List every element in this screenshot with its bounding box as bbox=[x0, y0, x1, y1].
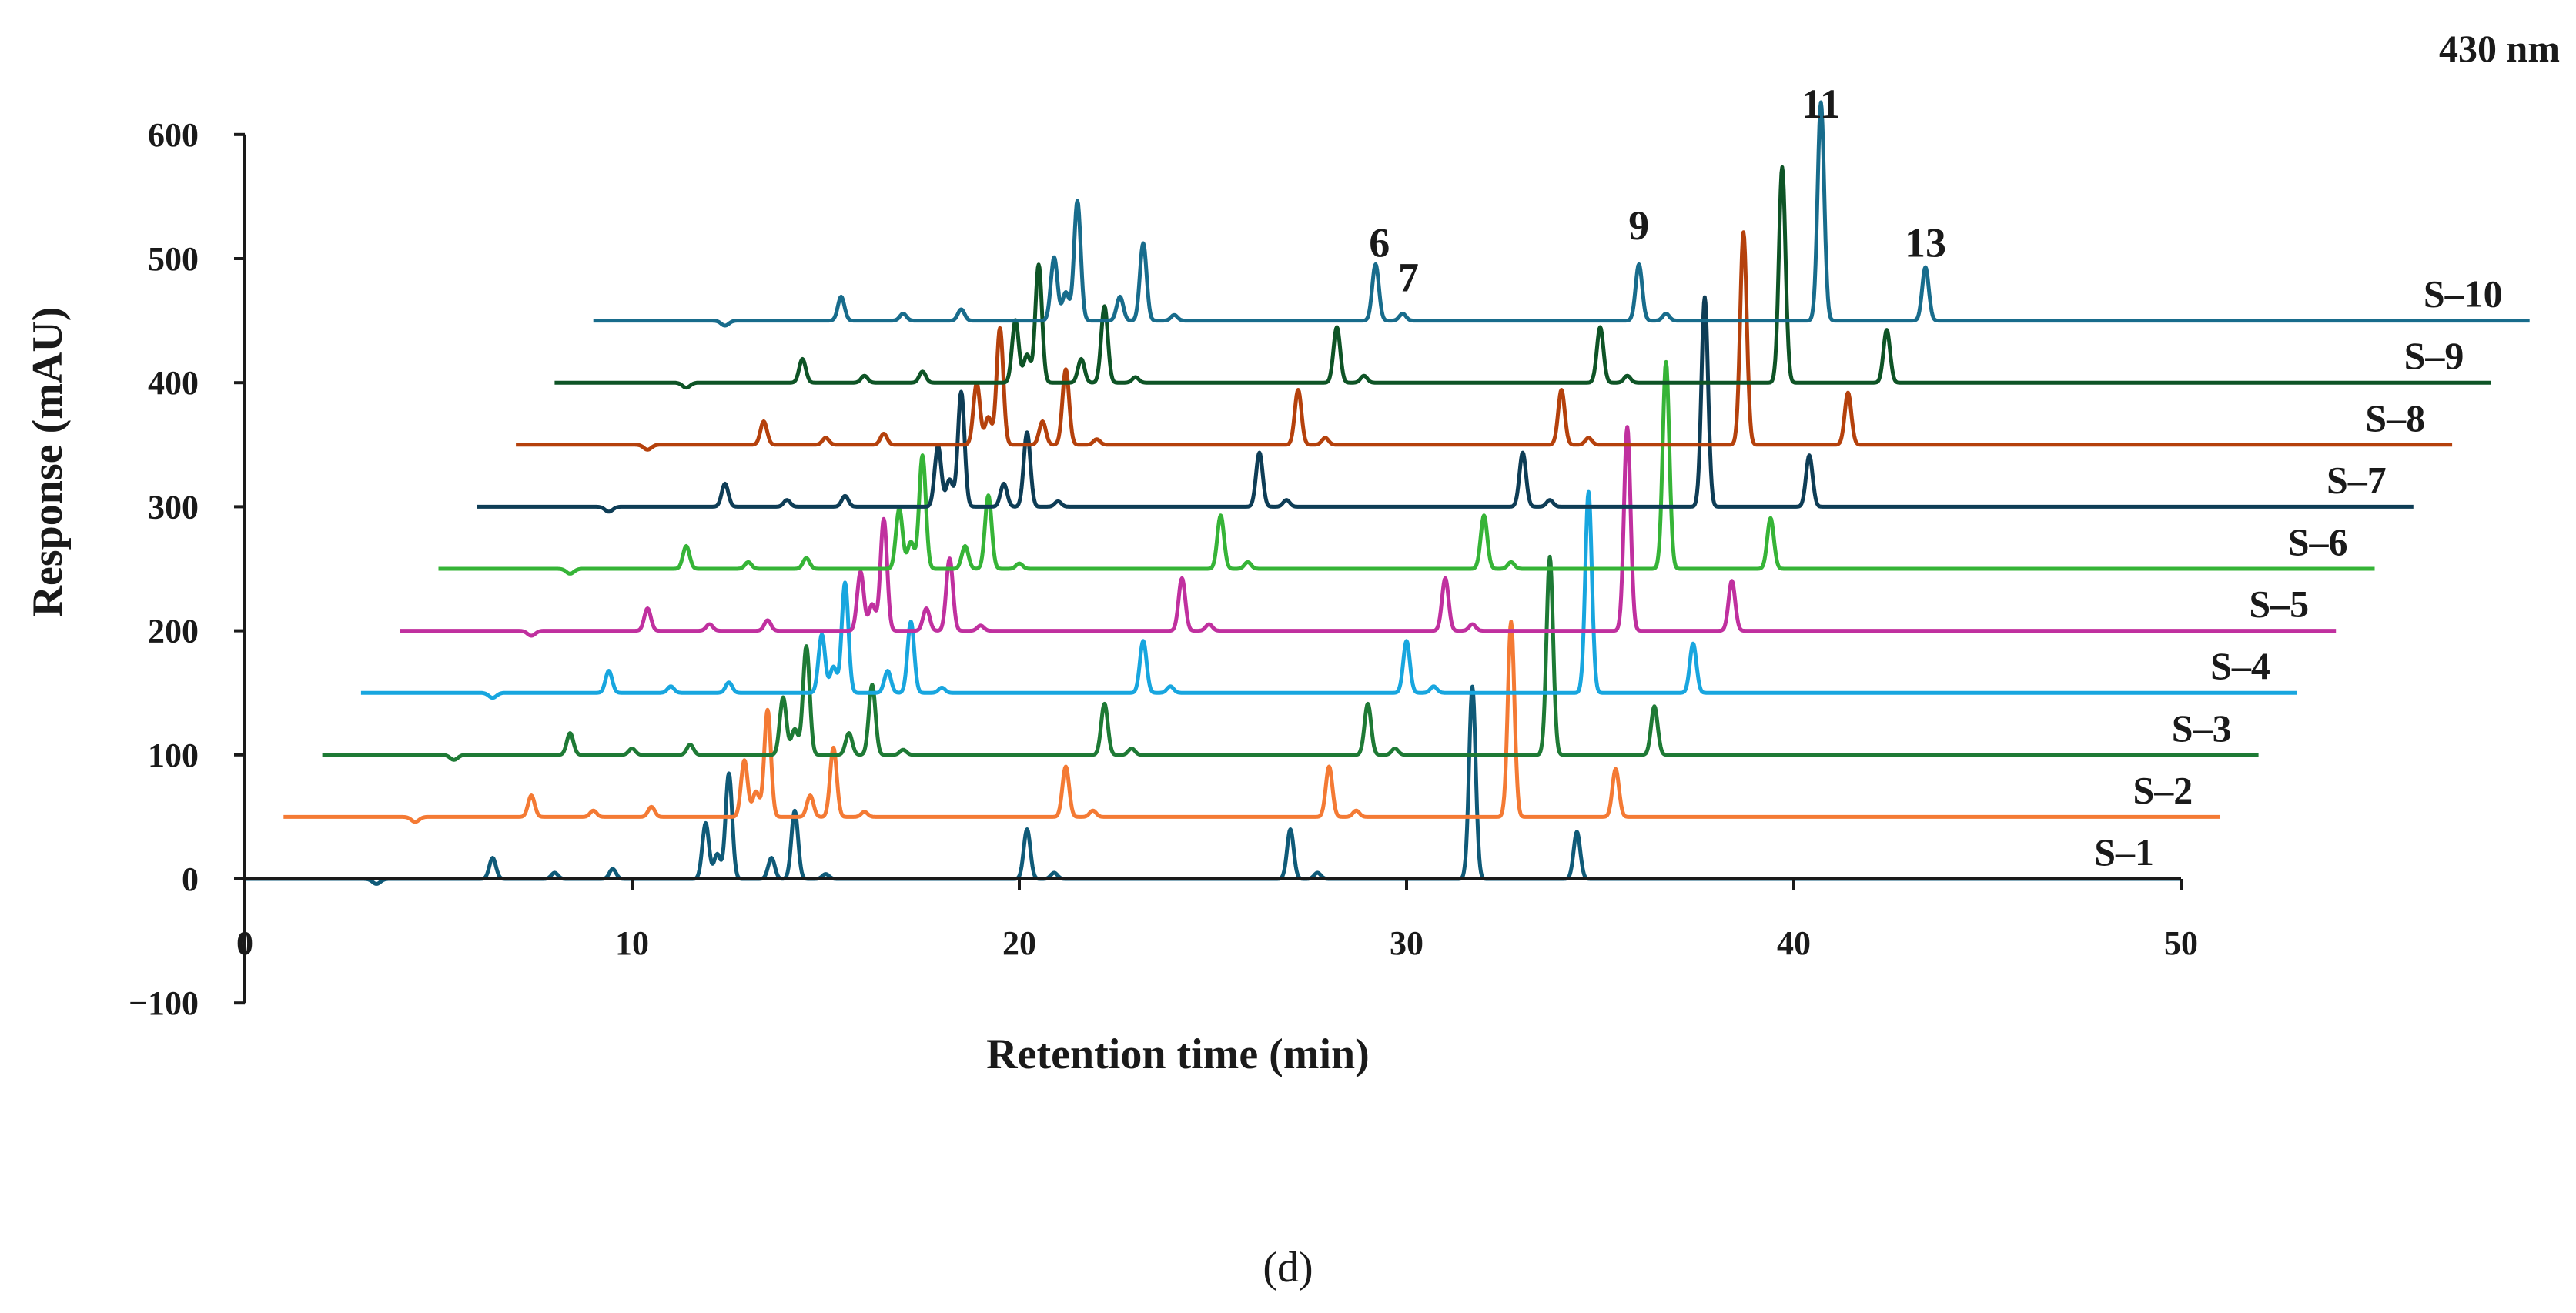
trace-line bbox=[437, 359, 2376, 576]
trace-label: S–1 bbox=[2094, 830, 2154, 874]
trace-label: S–9 bbox=[2404, 334, 2464, 377]
peak-labels: 67 9 11 13 bbox=[1369, 81, 1946, 301]
y-tick-label: 100 bbox=[148, 737, 199, 774]
trace-line bbox=[282, 620, 2221, 824]
y-tick-label: 500 bbox=[148, 240, 199, 278]
trace-label: S–5 bbox=[2249, 583, 2309, 626]
trace-label: S–6 bbox=[2288, 520, 2348, 563]
y-axis-title: Response (mAU) bbox=[24, 307, 72, 617]
peak-label: 7 bbox=[1398, 254, 1419, 300]
x-ticks: 0 10 20 30 40 50 bbox=[236, 879, 2198, 962]
peak-label: 13 bbox=[1905, 219, 1946, 266]
trace-line bbox=[514, 230, 2454, 452]
trace-label: S–2 bbox=[2133, 768, 2193, 811]
x-axis-title: Retention time (min) bbox=[986, 1031, 1370, 1078]
trace-line bbox=[360, 489, 2299, 700]
x-tick-label: 0 bbox=[236, 924, 253, 962]
y-tick-label: −100 bbox=[129, 984, 199, 1022]
y-tick-label: 200 bbox=[148, 613, 199, 650]
trace-label: S–8 bbox=[2365, 396, 2425, 439]
trace-line bbox=[592, 100, 2531, 328]
peak-label: 9 bbox=[1628, 202, 1649, 249]
trace-label: S–4 bbox=[2210, 644, 2270, 687]
x-tick-label: 30 bbox=[1390, 924, 1423, 962]
peak-label: 11 bbox=[1802, 81, 1841, 127]
y-tick-label: 0 bbox=[182, 860, 199, 898]
trace-labels: S–1 S–2 S–3 S–4 S–5 S–6 S–7 S–8 S–9 S–10 bbox=[2094, 272, 2503, 874]
x-tick-label: 40 bbox=[1777, 924, 1811, 962]
traces-group bbox=[243, 100, 2531, 886]
trace-line bbox=[476, 295, 2415, 514]
x-tick-label: 10 bbox=[615, 924, 649, 962]
panel-label: (d) bbox=[1263, 1244, 1313, 1291]
wavelength-label: 430 nm bbox=[2439, 27, 2560, 70]
axes-group: −100 0 100 200 300 400 500 600 0 10 20 30 40 50 bbox=[129, 116, 2198, 1022]
x-tick-label: 50 bbox=[2164, 924, 2198, 962]
trace-line bbox=[243, 684, 2183, 886]
trace-label: S–10 bbox=[2424, 272, 2503, 316]
trace-line bbox=[398, 425, 2337, 638]
trace-line bbox=[553, 165, 2492, 390]
y-tick-label: 400 bbox=[148, 364, 199, 402]
trace-label: S–3 bbox=[2172, 707, 2232, 750]
y-tick-label: 600 bbox=[148, 116, 199, 154]
trace-label: S–7 bbox=[2327, 458, 2387, 501]
peak-label: 6 bbox=[1369, 219, 1390, 266]
trace-line bbox=[321, 554, 2260, 762]
y-ticks: −100 0 100 200 300 400 500 600 bbox=[129, 116, 245, 1022]
x-tick-label: 20 bbox=[1002, 924, 1036, 962]
y-tick-label: 300 bbox=[148, 488, 199, 526]
